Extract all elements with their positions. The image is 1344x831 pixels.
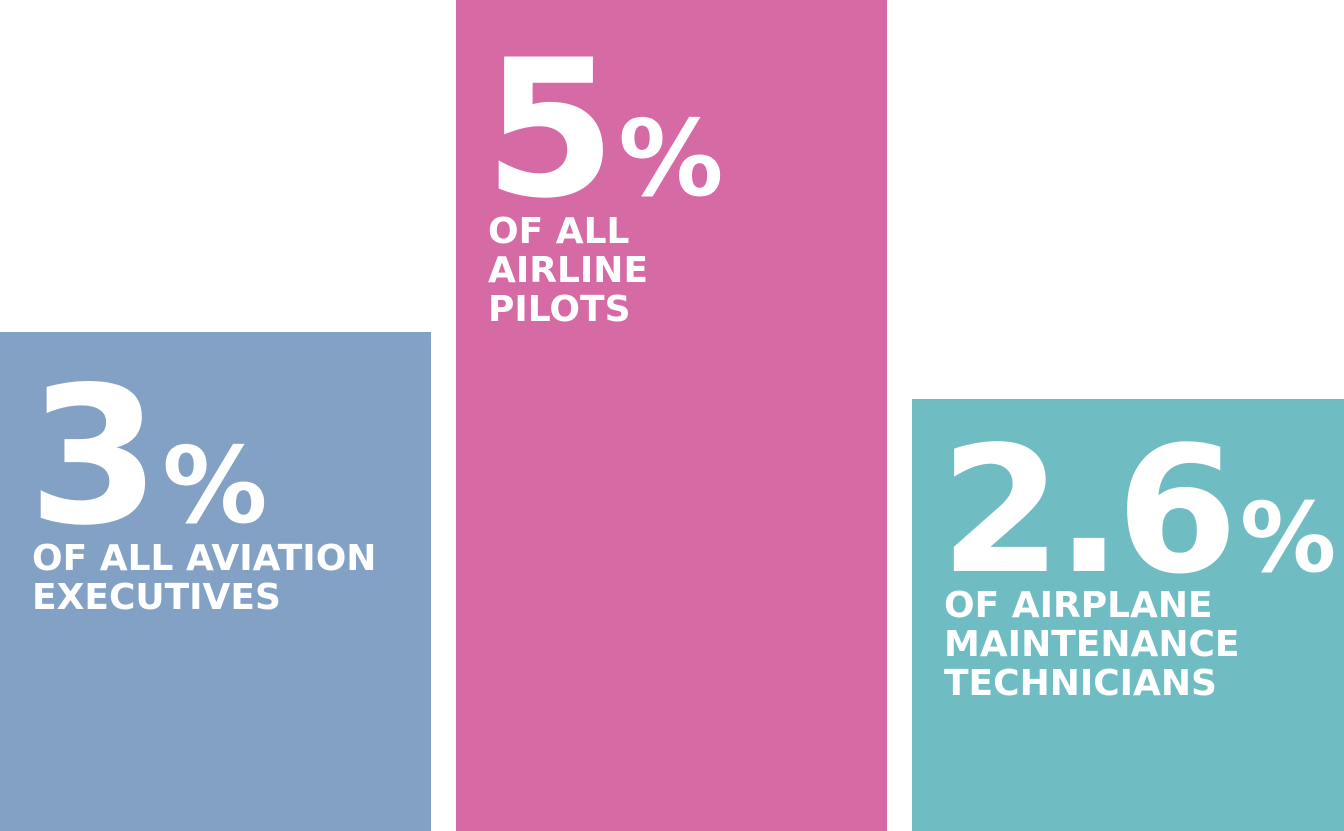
bar-value-number: 2.6 — [940, 410, 1238, 613]
percent-sign: % — [1240, 482, 1337, 594]
bar-3 — [912, 399, 1344, 831]
bar-value-label: 5% — [484, 35, 723, 225]
bar-value-label: 3% — [28, 362, 267, 552]
bar-category-label: OF ALL AVIATION EXECUTIVES — [32, 538, 377, 618]
bar-value-number: 3 — [28, 346, 160, 567]
bar-2 — [456, 0, 887, 831]
percent-sign: % — [618, 98, 724, 220]
bar-1 — [0, 332, 431, 831]
bar-category-label: OF AIRPLANE MAINTENANCE TECHNICIANS — [944, 585, 1240, 704]
bar-value-label: 2.6% — [940, 424, 1336, 599]
bar-category-label: OF ALL AIRLINE PILOTS — [488, 211, 649, 330]
percent-sign: % — [162, 425, 268, 547]
bar-value-number: 5 — [484, 19, 616, 240]
